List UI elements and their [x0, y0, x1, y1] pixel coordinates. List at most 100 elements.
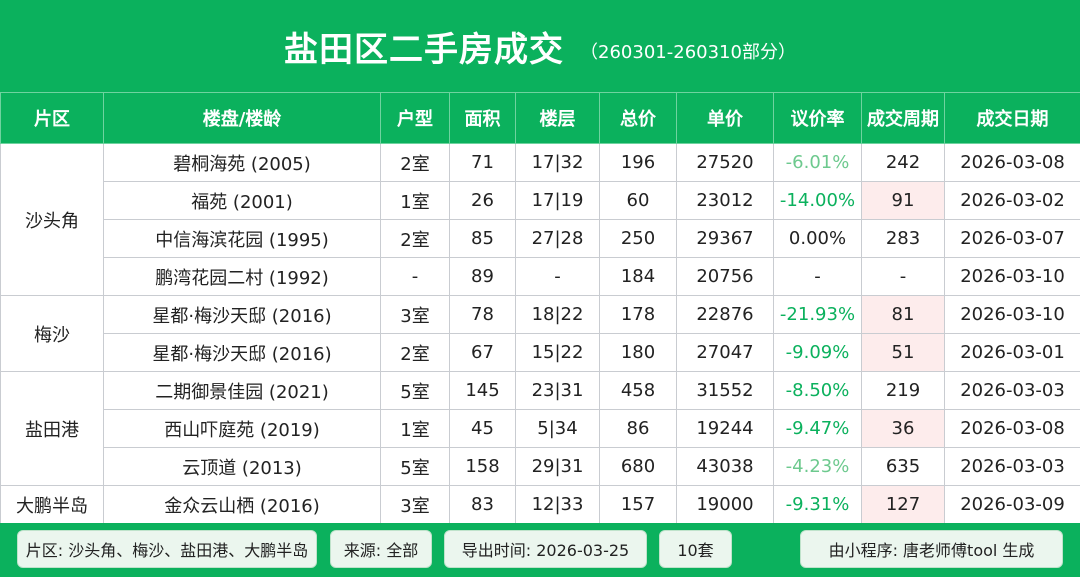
estate-cell: 碧桐海苑 (2005)	[103, 143, 381, 182]
table-row[interactable]: 云顶道 (2013) 5室 158 29|31 680 43038 -4.23%…	[1, 447, 1080, 486]
unit-price-cell: 19244	[676, 409, 774, 448]
total-price-cell: 60	[599, 181, 677, 220]
generator-chip[interactable]: 由小程序: 唐老师傅tool 生成	[800, 530, 1063, 568]
layout-cell: 5室	[380, 371, 450, 410]
table-row[interactable]: 盐田港 二期御景佳园 (2021) 5室 145 23|31 458 31552…	[0, 371, 1080, 486]
deal-date-cell: 2026-03-07	[944, 219, 1080, 258]
area-cell: 78	[449, 295, 516, 334]
layout-cell: 3室	[380, 295, 450, 334]
table-row[interactable]: 西山吓庭苑 (2019) 1室 45 5|34 86 19244 -9.47% …	[1, 409, 1080, 448]
deal-cycle-cell: 51	[861, 333, 945, 372]
table-header-row: 片区 楼盘/楼龄 户型 面积 楼层 总价 单价 议价率 成交周期 成交日期	[0, 92, 1080, 144]
table-row[interactable]: 星都·梅沙天邸 (2016) 2室 67 15|22 180 27047 -9.…	[1, 333, 1080, 372]
transactions-table: 片区 楼盘/楼龄 户型 面积 楼层 总价 单价 议价率 成交周期 成交日期 沙头…	[0, 92, 1080, 524]
area-cell: 26	[449, 181, 516, 220]
column-header[interactable]: 成交日期	[944, 92, 1080, 144]
deal-cycle-cell: 635	[861, 447, 945, 486]
floor-cell: 17|32	[515, 143, 600, 182]
estate-cell: 云顶道 (2013)	[103, 447, 381, 486]
deal-cycle-cell: 283	[861, 219, 945, 258]
deal-date-cell: 2026-03-08	[944, 409, 1080, 448]
area-cell: 83	[449, 485, 516, 524]
deal-date-cell: 2026-03-02	[944, 181, 1080, 220]
column-header[interactable]: 片区	[0, 92, 104, 144]
deal-cycle-cell: 91	[861, 181, 945, 220]
table-row[interactable]: 福苑 (2001) 1室 26 17|19 60 23012 -14.00% 9…	[1, 181, 1080, 220]
table-row[interactable]: 沙头角 碧桐海苑 (2005) 2室 71 17|32 196 27520 -6…	[0, 143, 1080, 296]
count-chip: 10套	[659, 530, 732, 568]
column-header[interactable]: 户型	[380, 92, 450, 144]
bargain-rate-cell: -4.23%	[773, 447, 862, 486]
bargain-rate-cell: -8.50%	[773, 371, 862, 410]
column-header[interactable]: 议价率	[773, 92, 862, 144]
floor-cell: 27|28	[515, 219, 600, 258]
floor-cell: 23|31	[515, 371, 600, 410]
column-header[interactable]: 总价	[599, 92, 677, 144]
column-header[interactable]: 楼层	[515, 92, 600, 144]
layout-cell: 1室	[380, 181, 450, 220]
layout-cell: -	[380, 257, 450, 296]
unit-price-cell: 43038	[676, 447, 774, 486]
total-price-cell: 184	[599, 257, 677, 296]
total-price-cell: 180	[599, 333, 677, 372]
deal-date-cell: 2026-03-09	[944, 485, 1080, 524]
bargain-rate-cell: -9.47%	[773, 409, 862, 448]
deal-date-cell: 2026-03-10	[944, 257, 1080, 296]
layout-cell: 3室	[380, 485, 450, 524]
estate-cell: 星都·梅沙天邸 (2016)	[103, 333, 381, 372]
column-header[interactable]: 楼盘/楼龄	[103, 92, 381, 144]
floor-cell: 15|22	[515, 333, 600, 372]
floor-cell: -	[515, 257, 600, 296]
bargain-rate-cell: -9.09%	[773, 333, 862, 372]
district-cell: 盐田港	[0, 371, 104, 486]
bargain-rate-cell: -9.31%	[773, 485, 862, 524]
estate-cell: 福苑 (2001)	[103, 181, 381, 220]
total-price-cell: 196	[599, 143, 677, 182]
floor-cell: 5|34	[515, 409, 600, 448]
floor-cell: 29|31	[515, 447, 600, 486]
area-cell: 67	[449, 333, 516, 372]
estate-cell: 鹏湾花园二村 (1992)	[103, 257, 381, 296]
unit-price-cell: 22876	[676, 295, 774, 334]
district-cell: 大鹏半岛	[0, 485, 104, 524]
deal-date-cell: 2026-03-03	[944, 371, 1080, 410]
column-header[interactable]: 成交周期	[861, 92, 945, 144]
total-price-cell: 178	[599, 295, 677, 334]
total-price-cell: 250	[599, 219, 677, 258]
deal-date-cell: 2026-03-01	[944, 333, 1080, 372]
deal-date-cell: 2026-03-08	[944, 143, 1080, 182]
floor-cell: 18|22	[515, 295, 600, 334]
estate-cell: 中信海滨花园 (1995)	[103, 219, 381, 258]
area-cell: 71	[449, 143, 516, 182]
source-filter-chip[interactable]: 来源: 全部	[330, 530, 432, 568]
footer-bar: 片区: 沙头角、梅沙、盐田港、大鹏半岛 来源: 全部 导出时间: 2026-03…	[0, 523, 1080, 577]
column-header[interactable]: 面积	[449, 92, 516, 144]
layout-cell: 2室	[380, 143, 450, 182]
table-row[interactable]: 中信海滨花园 (1995) 2室 85 27|28 250 29367 0.00…	[1, 219, 1080, 258]
layout-cell: 1室	[380, 409, 450, 448]
unit-price-cell: 29367	[676, 219, 774, 258]
unit-price-cell: 31552	[676, 371, 774, 410]
table-row[interactable]: 梅沙 星都·梅沙天邸 (2016) 3室 78 18|22 178 22876 …	[0, 295, 1080, 372]
estate-cell: 星都·梅沙天邸 (2016)	[103, 295, 381, 334]
layout-cell: 5室	[380, 447, 450, 486]
layout-cell: 2室	[380, 333, 450, 372]
estate-cell: 西山吓庭苑 (2019)	[103, 409, 381, 448]
estate-cell: 金众云山栖 (2016)	[103, 485, 381, 524]
table-row[interactable]: 大鹏半岛 金众云山栖 (2016) 3室 83 12|33 157 19000 …	[0, 485, 1080, 524]
area-cell: 85	[449, 219, 516, 258]
deal-cycle-cell: 242	[861, 143, 945, 182]
deal-cycle-cell: 36	[861, 409, 945, 448]
column-header[interactable]: 单价	[676, 92, 774, 144]
floor-cell: 12|33	[515, 485, 600, 524]
total-price-cell: 86	[599, 409, 677, 448]
table-row[interactable]: 鹏湾花园二村 (1992) - 89 - 184 20756 - - 2026-…	[1, 257, 1080, 296]
total-price-cell: 458	[599, 371, 677, 410]
estate-cell: 二期御景佳园 (2021)	[103, 371, 381, 410]
total-price-cell: 157	[599, 485, 677, 524]
district-cell: 梅沙	[0, 295, 104, 372]
deal-cycle-cell: 219	[861, 371, 945, 410]
district-filter-chip[interactable]: 片区: 沙头角、梅沙、盐田港、大鹏半岛	[17, 530, 317, 568]
total-price-cell: 680	[599, 447, 677, 486]
deal-date-cell: 2026-03-03	[944, 447, 1080, 486]
